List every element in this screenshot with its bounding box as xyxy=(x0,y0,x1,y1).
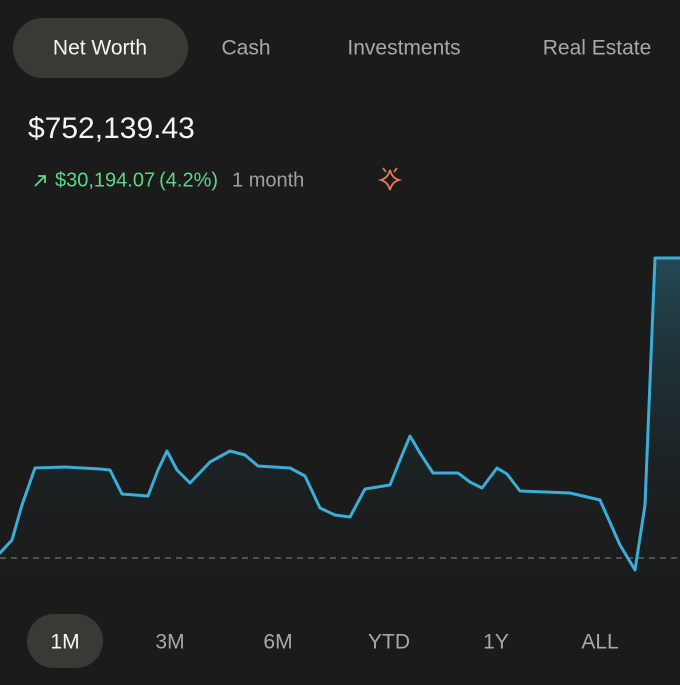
line xyxy=(0,256,680,572)
range-button[interactable]: 6M xyxy=(263,631,292,654)
active-range-pill xyxy=(27,614,103,668)
change-period: 1 month xyxy=(232,169,304,191)
change-amount: $30,194.07 xyxy=(55,169,155,191)
balance: $752,139.43 xyxy=(28,112,195,145)
range-button[interactable]: 1M xyxy=(50,631,79,654)
tab[interactable]: Net Worth xyxy=(53,37,147,60)
sparkle-icon[interactable] xyxy=(377,167,403,191)
chart xyxy=(0,256,680,600)
range-button[interactable]: 1Y xyxy=(483,631,509,654)
range-button[interactable]: 3M xyxy=(155,631,184,654)
tab[interactable]: Real Estate xyxy=(543,37,652,60)
up-arrow-icon xyxy=(34,175,46,187)
range-button[interactable]: ALL xyxy=(581,631,618,654)
area xyxy=(0,258,680,600)
tab[interactable]: Investments xyxy=(347,37,460,60)
change-percent: (4.2%) xyxy=(159,169,218,191)
tab-bar: Net Worth Cash Investments Real Estate xyxy=(13,18,651,78)
range-button[interactable]: YTD xyxy=(368,631,410,654)
tab[interactable]: Cash xyxy=(221,37,270,60)
active-tab-pill xyxy=(13,18,188,78)
range-selector: 1M 3M 6M YTD 1Y ALL xyxy=(27,614,619,668)
